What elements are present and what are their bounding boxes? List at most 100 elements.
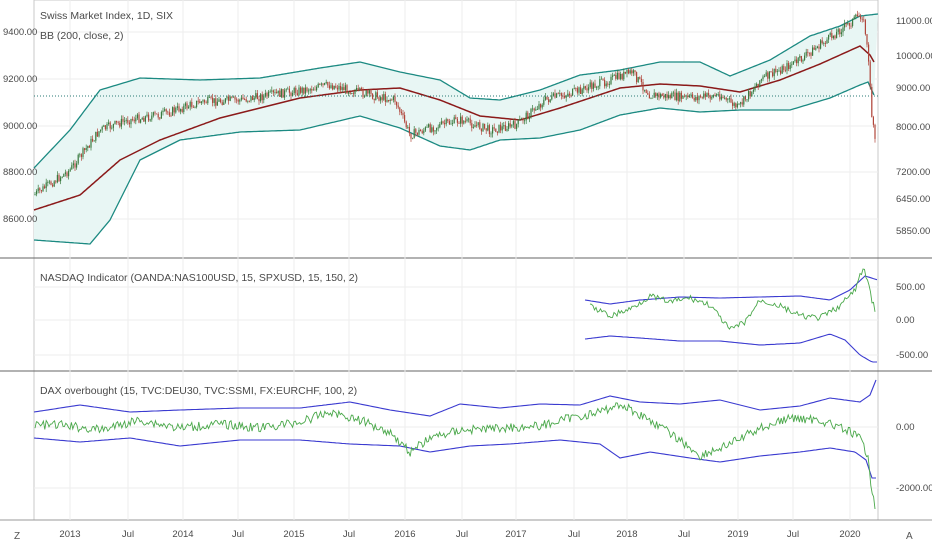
candle-body [162, 110, 164, 113]
candle-body [650, 98, 652, 99]
time-tick-label: 2015 [283, 529, 304, 540]
candle-body [463, 120, 465, 124]
candle-body [676, 92, 678, 101]
candle-body [714, 94, 716, 96]
candle-body [188, 106, 190, 109]
candle-body [719, 94, 721, 100]
candle-body [546, 96, 548, 100]
candle-body [741, 102, 743, 105]
candle-body [759, 80, 761, 87]
candle-body [92, 138, 94, 142]
candle-body [687, 95, 689, 98]
candle-body [168, 112, 170, 116]
candle-body [317, 83, 319, 88]
candle-body [80, 154, 82, 157]
candle-body [204, 100, 206, 103]
candle-body [180, 109, 182, 112]
candle-body [613, 74, 615, 76]
price-axis[interactable]: 9400.00 9200.00 9000.00 8800.00 8600.00 11000… [3, 16, 932, 494]
nasdaq-indicator-pane[interactable] [584, 268, 878, 363]
candle-body [316, 87, 318, 91]
candle-body [517, 119, 519, 125]
candle-body [522, 118, 524, 121]
auto-scale-button[interactable]: A [906, 531, 913, 542]
candle-body [584, 86, 586, 89]
candle-body [653, 92, 655, 98]
candle-body [308, 90, 310, 92]
candle-body [554, 93, 556, 98]
dax-overbought-pane[interactable] [33, 379, 877, 510]
candle-body [103, 125, 105, 127]
candle-body [828, 34, 830, 40]
candle-body [516, 124, 518, 129]
candle-body [125, 119, 127, 121]
candle-body [816, 46, 818, 49]
candle-body [444, 123, 446, 125]
candle-body [293, 87, 295, 94]
candle-body [607, 83, 609, 85]
candle-body [42, 186, 44, 192]
time-tick-label: 2020 [839, 529, 860, 540]
candle-body [624, 71, 626, 74]
candle-body [205, 102, 207, 104]
candle-body [263, 95, 265, 101]
candle-body [810, 52, 812, 56]
candle-body [439, 124, 441, 128]
bb-indicator-label[interactable]: BB (200, close, 2) [40, 30, 124, 42]
candle-body [415, 129, 417, 133]
candle-body [192, 106, 194, 108]
candle-body [332, 85, 334, 90]
candle-body [466, 119, 468, 122]
candle-body [856, 14, 858, 17]
candle-body [448, 121, 450, 125]
candle-body [244, 99, 246, 100]
nasdaq-axis-tick: -500.00 [896, 350, 928, 361]
candle-body [426, 126, 428, 128]
candle-body [300, 87, 302, 93]
bb-basis-line [33, 45, 875, 211]
candle-body [400, 111, 402, 114]
candle-body [480, 129, 482, 132]
candle-body [122, 118, 124, 122]
candle-body [74, 163, 76, 168]
zoom-button[interactable]: Z [14, 531, 21, 542]
main-price-pane[interactable] [33, 10, 879, 245]
candle-body [36, 190, 38, 195]
candle-body [90, 138, 92, 148]
candle-body [493, 127, 495, 129]
candle-body [826, 39, 828, 44]
left-price-tick: 8600.00 [3, 214, 37, 225]
candle-body [208, 97, 210, 98]
candle-body [671, 93, 673, 99]
candle-body [109, 122, 111, 129]
candle-body [530, 108, 532, 117]
candle-body [380, 97, 382, 101]
candle-body [447, 119, 449, 122]
candle-body [492, 127, 494, 134]
candle-body [855, 14, 857, 17]
candle-body [543, 99, 545, 105]
candle-body [354, 90, 356, 94]
candle-body [112, 123, 114, 128]
candle-body [474, 125, 476, 128]
candle-body [111, 127, 113, 129]
symbol-title[interactable]: Swiss Market Index, 1D, SIX [40, 10, 174, 22]
candle-body [372, 93, 374, 99]
time-axis[interactable]: 2013 Jul 2014 Jul 2015 Jul 2016 Jul 2017 Jul 2018 J… [59, 529, 860, 540]
candle-body [743, 96, 745, 105]
candle-body [351, 93, 353, 94]
candle-body [608, 84, 610, 85]
candle-body [471, 123, 473, 128]
candle-body [213, 98, 215, 103]
candle-body [813, 47, 815, 50]
candle-body [703, 93, 705, 98]
candle-body [762, 76, 764, 80]
candle-body [183, 105, 185, 112]
candle-body [50, 181, 52, 185]
candle-body [768, 71, 770, 79]
dax-indicator-label[interactable]: DAX overbought (15, TVC:DEU30, TVC:SSMI,… [40, 385, 358, 397]
candle-body [652, 97, 654, 99]
nasdaq-indicator-label[interactable]: NASDAQ Indicator (OANDA:NAS100USD, 15, S… [40, 272, 359, 284]
candle-body [72, 163, 74, 166]
